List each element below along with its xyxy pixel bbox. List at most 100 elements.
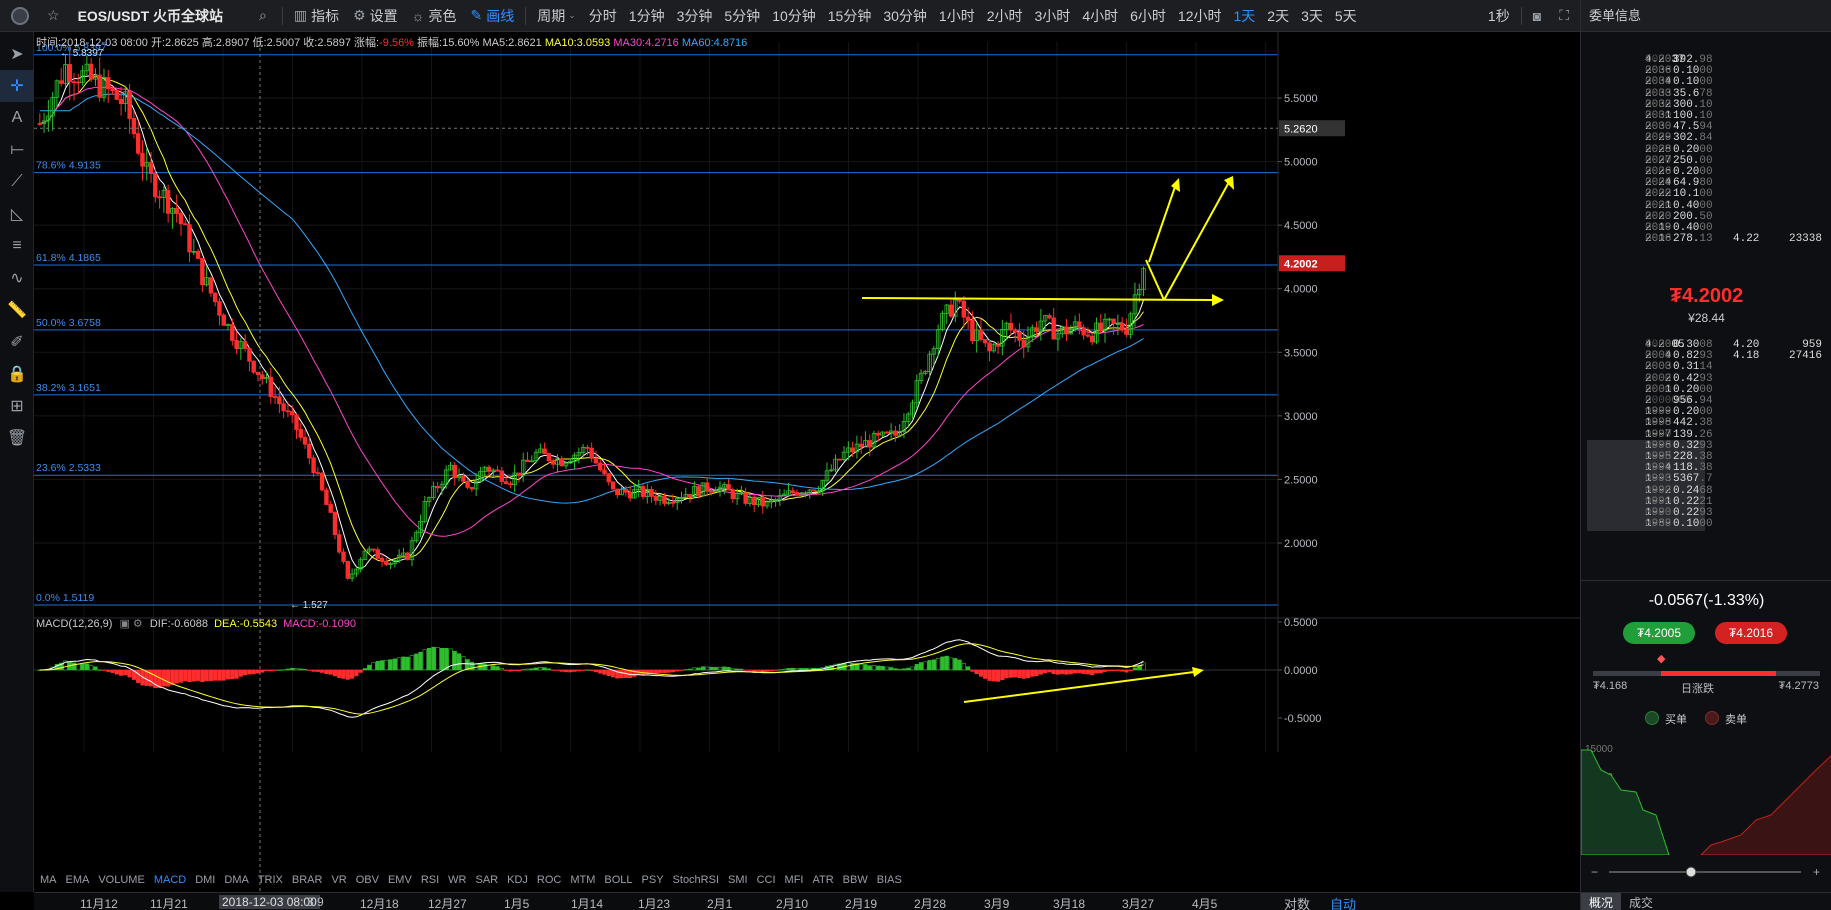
ask-row[interactable]: 2024 0000 64.9 80 [1645,177,1713,190]
ask-row[interactable]: 2033 0000 35.6 78 [1645,87,1713,100]
indicator-tab-brar[interactable]: BRAR [291,874,323,886]
ruler-tool-icon[interactable]: 📏 [7,302,27,319]
indicator-tab-mfi[interactable]: MFI [784,874,804,886]
brush-tool-icon[interactable]: ✐ [10,334,24,351]
indicator-tab-macd[interactable]: MACD [153,874,187,886]
indicator-tab-obv[interactable]: OBV [355,874,379,886]
period-2[interactable]: 3分钟 [676,7,713,24]
period-0[interactable]: 分时 [588,7,617,24]
ask-row[interactable]: 2031 0000 100. 10 [1645,110,1713,122]
ask-row[interactable]: 2021 0000 0.40 00 [1645,199,1713,212]
buy-price-button[interactable]: ₮4.2005 [1623,622,1695,644]
period-4[interactable]: 10分钟 [772,7,816,24]
candlestick-chart[interactable]: 100.0% 5.8397 78.6% 4.9135 61.8% 4.1865 50.… [34,32,1580,892]
period-11[interactable]: 6小时 [1130,7,1166,24]
bid-row[interactable]: 1999 0000 0.20 00 [1645,406,1713,419]
period-6[interactable]: 30分钟 [883,7,927,24]
log-scale-button[interactable]: 对数 [1284,897,1311,910]
period-10[interactable]: 4小时 [1082,7,1119,24]
crosshair-tool-icon[interactable]: ✛ [0,70,34,102]
bid-row[interactable]: 2001 0000 0.20 00 [1645,383,1713,396]
period-1[interactable]: 1分钟 [628,7,665,24]
chart-area[interactable]: 100.0% 5.8397 78.6% 4.9135 61.8% 4.1865 50.… [34,32,1580,892]
period-5[interactable]: 15分钟 [827,7,872,24]
depth-chart[interactable]: 15000100005000 [1581,730,1831,855]
ask-row[interactable]: 2020 0000 200. 50 [1645,210,1713,223]
ask-row[interactable]: 2016 0000 278. 13 4.22 23338 [1645,233,1822,246]
favorite-button[interactable]: ☆ [40,0,71,32]
ask-row[interactable]: 2022 0000 10.1 00 [1645,188,1713,201]
indicator-tab-atr[interactable]: ATR [812,874,834,886]
indicator-tab-trix[interactable]: TRIX [257,874,283,886]
bid-row[interactable]: 1989 0000 0.10 00 [1581,518,1831,532]
ask-row[interactable]: 4.2037 0000 392. 98 [1645,54,1713,66]
theme-button[interactable]: ☼ 亮色 [405,0,464,32]
bid-row[interactable]: 2004 0000 0.82 93 4.18 27416 [1645,350,1822,363]
indicator-tab-bbw[interactable]: BBW [842,874,868,886]
period-7[interactable]: 1小时 [938,7,975,24]
indicator-tab-volume[interactable]: VOLUME [98,874,145,886]
bid-row[interactable]: 1994 0000 118. 38 [1581,462,1831,476]
indicator-tab-ma[interactable]: MA [40,874,57,886]
line-segment-tool-icon[interactable]: ⟝ [10,141,24,158]
ask-row[interactable]: 2032 0000 300. 10 [1645,98,1713,111]
refresh-interval[interactable]: 1秒 [1487,7,1510,24]
indicator-tab-psy[interactable]: PSY [641,874,664,886]
ask-row[interactable]: 2030 0000 47.5 94 [1645,121,1713,134]
period-14[interactable]: 2天 [1267,7,1290,24]
indicator-tab-vr[interactable]: VR [331,874,347,886]
settings-small-icon[interactable]: ▣ ⚙ [119,618,143,630]
ask-row[interactable]: 2026 0000 0.20 00 [1645,166,1713,178]
indicator-tab-emv[interactable]: EMV [387,874,412,886]
indicator-tab-cci[interactable]: CCI [756,874,776,886]
bid-row[interactable]: 1996 0000 0.32 93 [1581,439,1831,453]
indicator-tab-ema[interactable]: EMA [65,874,90,886]
wave-tool-icon[interactable]: ∿ [10,270,24,287]
period-16[interactable]: 5天 [1334,7,1357,24]
bid-row[interactable]: 1998 0000 442. 38 [1645,417,1713,430]
trash-tool-icon[interactable]: 🗑 [6,430,28,447]
ask-row[interactable]: 2034 0000 0.10 00 [1645,76,1713,89]
triangle-tool-icon[interactable]: ◺ [10,206,24,223]
indicator-tab-mtm[interactable]: MTM [570,874,596,886]
bid-row[interactable]: 1993 0000 5367.7 [1581,473,1831,487]
period-8[interactable]: 2小时 [986,7,1023,24]
panel-tab-0[interactable]: 概况 [1581,893,1622,910]
bid-row[interactable]: 1997 0000 139. 26 [1645,428,1713,441]
indicator-tab-sar[interactable]: SAR [475,874,499,886]
indicator-tab-dma[interactable]: DMA [224,874,249,886]
search-button[interactable]: ⌕ [252,0,278,32]
period-13[interactable]: 1天 [1233,7,1256,24]
ray-tool-icon[interactable]: ⟋ [11,173,23,190]
indicator-tab-bias[interactable]: BIAS [876,874,902,886]
bid-row[interactable]: 2 0000000 956. 94 [1645,395,1713,407]
indicator-tab-roc[interactable]: ROC [536,874,562,886]
indicator-tab-rsi[interactable]: RSI [420,874,440,886]
indicator-tab-dmi[interactable]: DMI [195,874,216,886]
panel-tab-1[interactable]: 成交 [1629,896,1654,910]
bid-row[interactable]: 4.2005 0000 0.30 08 4.20 959 [1645,339,1822,351]
symbol-title[interactable]: EOS/USDT 火币全球站 [71,0,230,32]
settings-button[interactable]: ⚙ 设置 [346,0,405,32]
period-12[interactable]: 12小时 [1177,7,1222,24]
bid-row[interactable]: 1995 0000 228. 38 [1581,451,1831,464]
indicator-tab-wr[interactable]: WR [448,874,467,886]
bid-row[interactable]: 1991 0000 0.22 21 [1581,495,1831,509]
sell-price-button[interactable]: ₮4.2016 [1715,622,1787,644]
screenshot-button[interactable]: ◙ [1526,0,1552,32]
indicator-tab-stochrsi[interactable]: StochRSI [672,874,720,886]
indicator-button[interactable]: ▥ 指标 [287,0,346,32]
parallel-lines-tool-icon[interactable]: ≡ [12,237,22,254]
bid-row[interactable]: 1990 0000 0.22 93 [1581,507,1831,520]
ask-row[interactable]: 2036 0000 0.10 00 [1645,65,1713,78]
fullscreen-button[interactable]: ⛶ [1552,0,1580,32]
auto-scale-button[interactable]: 自动 [1330,897,1357,910]
bid-row[interactable]: 1992 0000 0.24 68 [1581,484,1831,498]
bid-row[interactable]: 2003 0000 0.31 14 [1645,361,1713,374]
ask-row[interactable]: 2029 0000 302. 84 [1645,132,1713,145]
period-9[interactable]: 3小时 [1034,7,1071,24]
ask-row[interactable]: 2028 0000 0.20 00 [1645,143,1713,156]
ask-row[interactable]: 2027 0000 250. 00 [1645,154,1713,167]
period-3[interactable]: 5分钟 [724,7,761,24]
period-15[interactable]: 3天 [1301,7,1323,24]
